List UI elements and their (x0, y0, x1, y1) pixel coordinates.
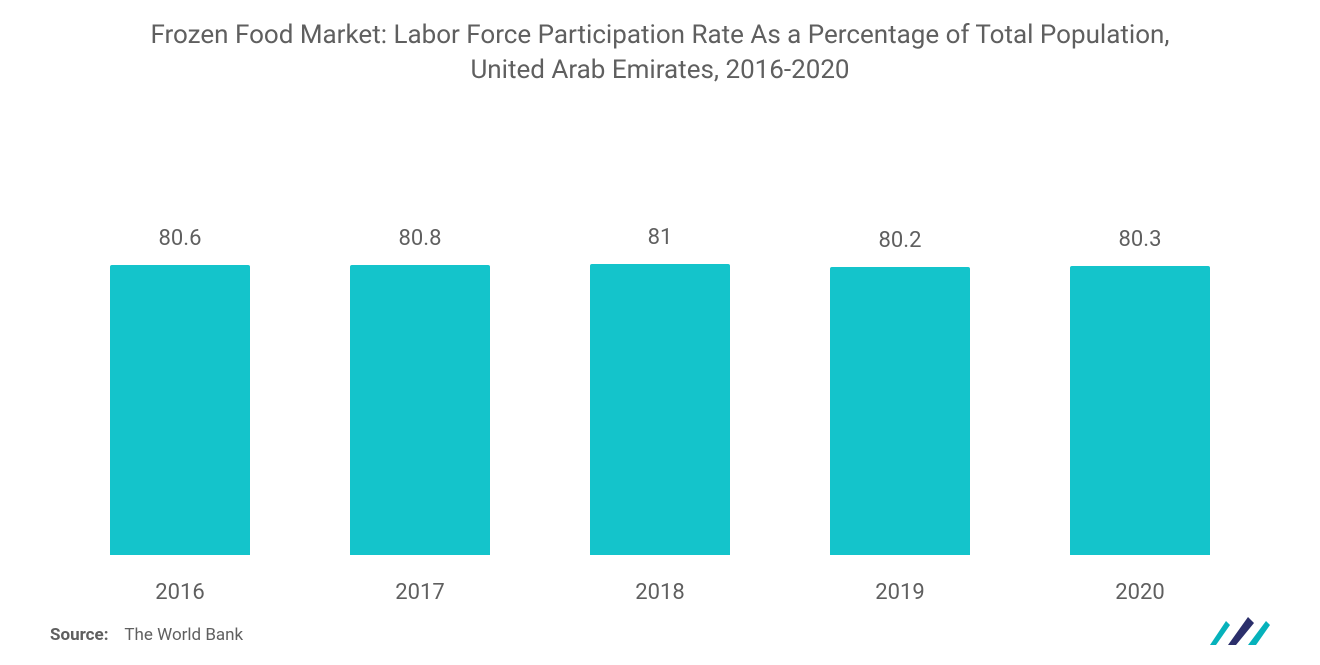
bar (1070, 266, 1210, 555)
x-tick-label: 2019 (780, 580, 1020, 605)
x-tick-label: 2016 (60, 580, 300, 605)
plot-area: 80.6 80.8 81 80.2 80.3 (60, 160, 1260, 555)
chart-title-line1: Frozen Food Market: Labor Force Particip… (150, 20, 1169, 50)
logo-bar-1 (1210, 621, 1230, 645)
logo-bar-2 (1228, 617, 1254, 645)
bar-value-label: 80.3 (1119, 227, 1162, 252)
bar-slot: 80.2 (780, 160, 1020, 555)
bar (110, 265, 250, 555)
chart-title: Frozen Food Market: Labor Force Particip… (110, 18, 1210, 88)
bar-slot: 80.3 (1020, 160, 1260, 555)
bar (350, 265, 490, 555)
bar-value-label: 80.2 (879, 228, 922, 253)
bar-slot: 81 (540, 160, 780, 555)
bar-value-label: 80.6 (159, 226, 202, 251)
x-tick-label: 2018 (540, 580, 780, 605)
bar (590, 264, 730, 555)
x-tick-label: 2017 (300, 580, 540, 605)
bar-slot: 80.8 (300, 160, 540, 555)
bar (830, 267, 970, 555)
source-text: The World Bank (124, 625, 243, 645)
source-label: Source: (50, 625, 108, 645)
chart-title-line2: United Arab Emirates, 2016-2020 (470, 55, 849, 85)
bar-slot: 80.6 (60, 160, 300, 555)
bar-value-label: 80.8 (399, 226, 442, 251)
x-tick-label: 2020 (1020, 580, 1260, 605)
chart-container: Frozen Food Market: Labor Force Particip… (0, 0, 1320, 665)
source-line: Source: The World Bank (50, 625, 243, 645)
brand-logo (1208, 615, 1280, 647)
x-axis: 20162017201820192020 (60, 580, 1260, 605)
bar-value-label: 81 (648, 225, 673, 250)
